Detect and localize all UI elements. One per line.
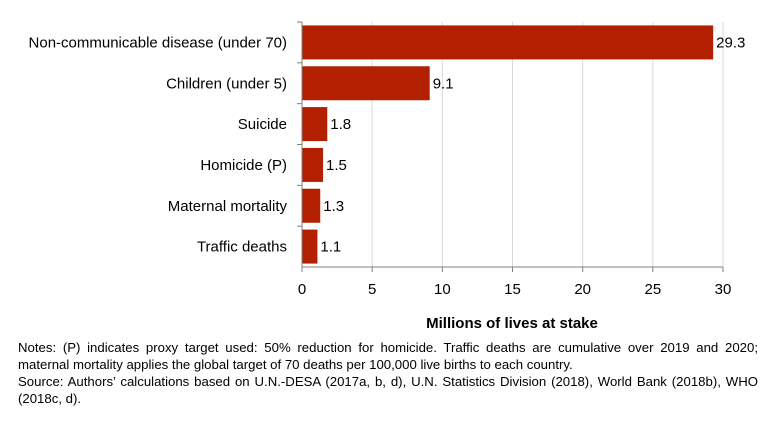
chart-notes: Notes: (P) indicates proxy target used: …: [18, 339, 758, 407]
bar: [302, 107, 328, 142]
bar: [302, 25, 714, 60]
bars: 29.3 9.1 1.8 1.5 1.3 1.1: [302, 25, 745, 264]
category-label: Suicide: [238, 116, 287, 133]
x-tick-label: 10: [434, 281, 451, 298]
bar: [302, 229, 318, 264]
x-axis-title: Millions of lives at stake: [426, 315, 598, 332]
data-label: 1.5: [326, 157, 347, 174]
bar-chart: 29.3 9.1 1.8 1.5 1.3 1.1 0 5 10 15 20 25 30 Non-comm…: [29, 21, 745, 332]
category-label: Homicide (P): [200, 157, 287, 174]
notes-text: Notes: (P) indicates proxy target used: …: [18, 340, 758, 372]
x-tick-label: 25: [644, 281, 661, 298]
category-label: Traffic deaths: [197, 239, 287, 256]
data-label: 1.8: [330, 116, 351, 133]
x-tick-label: 15: [504, 281, 521, 298]
data-label: 29.3: [716, 34, 745, 51]
x-tick-label: 30: [715, 281, 732, 298]
gridlines: [371, 22, 724, 267]
data-label: 1.3: [323, 198, 344, 215]
data-label: 9.1: [433, 75, 454, 92]
bar: [302, 147, 324, 182]
source-text: Source: Authors’ calculations based on U…: [18, 374, 758, 406]
category-label: Non-communicable disease (under 70): [29, 34, 287, 51]
bar: [302, 188, 321, 223]
data-label: 1.1: [320, 239, 341, 256]
axes: 0 5 10 15 20 25 30 Non-communicable disease (un…: [29, 21, 732, 298]
x-tick-label: 5: [368, 281, 376, 298]
x-tick-label: 0: [298, 281, 306, 298]
x-tick-label: 20: [574, 281, 591, 298]
bar: [302, 66, 430, 101]
category-label: Maternal mortality: [168, 198, 288, 215]
category-label: Children (under 5): [166, 75, 287, 92]
